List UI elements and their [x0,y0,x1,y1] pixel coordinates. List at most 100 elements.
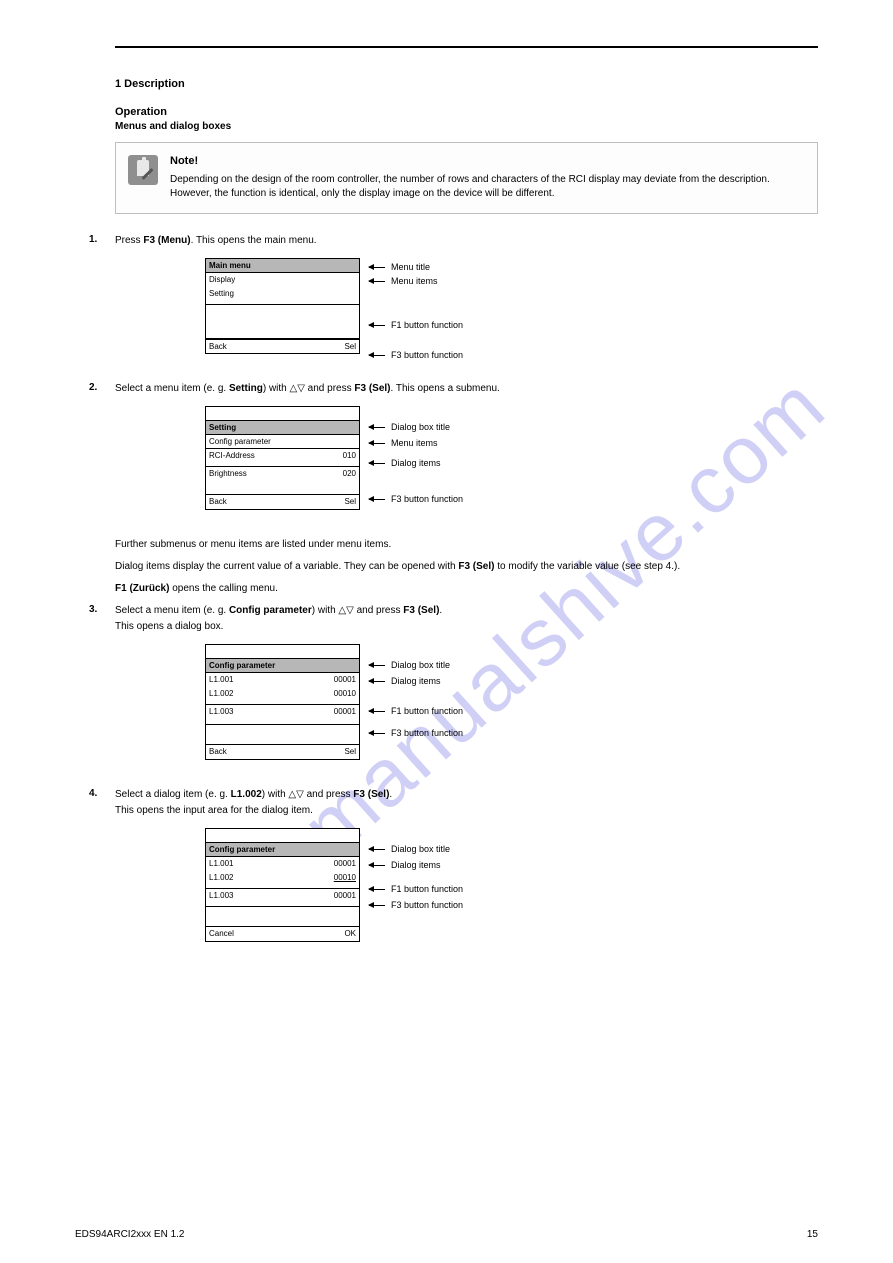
t: Display [209,275,235,284]
t: F1 (Zurück) [115,583,169,594]
arrow-label: Dialog items [369,676,441,686]
screen-1-row: Setting [206,287,359,305]
screen-1-wrap: Main menu Display Setting Back Sel Menu … [205,258,818,354]
t: L1.003 [209,891,233,900]
arrow-label: Menu title [369,262,430,272]
page-content: 1 Description Operation Menus and dialog… [0,0,893,942]
t: F1 button function [391,706,463,716]
step-2: 2. Select a menu item (e. g. Setting) wi… [89,382,818,396]
t: 00010 [334,689,356,698]
t: Dialog items [391,676,441,686]
t: F3 button function [391,350,463,360]
screen-3-row: L1.00100001 [206,673,359,687]
t: RCI-Address [209,451,255,460]
t: F3 (Menu) [143,235,190,246]
t: ) with △▽ and press [263,383,355,394]
t: L1.002 [209,689,233,698]
t: Press [115,235,143,246]
t: F3 (Sel) [403,605,439,616]
screen-4-wrap: Config parameter L1.001 00001 L1.002 00010… [205,828,818,942]
t: F1 button function [391,884,463,894]
btn-sel: Sel [344,497,356,506]
screen-2-row: Brightness020 [206,467,359,495]
t: to modify the variable value (see step 4… [494,561,680,572]
t: Config parameter [209,661,275,670]
clipboard-icon [128,155,158,185]
arrow-label: F1 button function [369,706,463,716]
t: ) with △▽ and press [262,789,354,800]
screen-2-row: Config parameter [206,435,359,449]
screen-2-spacer [206,407,359,421]
t: . This opens a submenu. [391,383,500,394]
screen-4-row: L1.003 00001 [206,889,359,907]
t: F3 button function [391,494,463,504]
t: L1.001 [209,859,233,868]
para-c: F1 (Zurück) opens the calling menu. [115,582,818,596]
t: ) with △▽ and press [312,605,404,616]
screen-3-row [206,725,359,745]
t: Select a menu item (e. g. [115,605,229,616]
screen3-intro: This opens a dialog box. [115,620,818,634]
arrow-label: F3 button function [369,728,463,738]
arrow-label: Menu items [369,276,438,286]
screen-4-spacer [206,829,359,843]
screen-4-title: Config parameter [206,843,359,857]
t: Dialog box title [391,844,450,854]
t: L1.002 [231,789,262,800]
t: Setting [229,383,263,394]
t: F3 (Sel) [354,383,390,394]
screen-3-row: L1.002 00010 [206,687,359,705]
btn-sel: Sel [344,747,356,756]
btn-ok: OK [344,929,356,938]
screen-1-row [206,305,359,339]
t: Select a dialog item (e. g. [115,789,231,800]
t: Setting [209,423,236,432]
footer-right: 15 [807,1229,818,1240]
arrow-label: Dialog box title [369,660,450,670]
arrow-label: F3 button function [369,900,463,910]
t: Dialog box title [391,422,450,432]
screen4-intro: This opens the input area for the dialog… [115,804,818,818]
step-2-num: 2. [89,382,115,396]
arrow-label: Dialog items [369,860,441,870]
t: . This opens the main menu. [191,235,317,246]
arrow-label: F1 button function [369,884,463,894]
screen-4-row [206,907,359,927]
t: 00001 [334,859,356,868]
section-title: 1 Description [115,78,818,90]
t: F3 button function [391,728,463,738]
screen-3-spacer [206,645,359,659]
t: 00001 [334,891,356,900]
btn-sel: Sel [344,342,356,351]
screen-3-row: L1.00300001 [206,705,359,725]
screen-3: Config parameter L1.00100001 L1.002 00010… [205,644,360,760]
step-4-text: Select a dialog item (e. g. L1.002) with… [115,788,818,818]
step-1-num: 1. [89,234,115,248]
section-sub: Operation [115,106,818,118]
screen-4-row: L1.002 00010 [206,871,359,889]
screen-3-title: Config parameter [206,659,359,673]
t: F3 button function [391,900,463,910]
step-3-text: Select a menu item (e. g. Config paramet… [115,604,818,634]
note-box: Note! Depending on the design of the roo… [115,142,818,214]
t: . [389,789,392,800]
t: Menu items [391,276,438,286]
t: 00010 [334,873,356,882]
step-3: 3. Select a menu item (e. g. Config para… [89,604,818,634]
screen-2: Setting Config parameter RCI-Address010 … [205,406,360,510]
footer-left: EDS94ARCI2xxx EN 1.2 [75,1229,185,1240]
t: Dialog items display the current value o… [115,561,458,572]
t: L1.002 [209,873,233,882]
note-text: Depending on the design of the room cont… [170,173,799,201]
screen-4-row: L1.001 00001 [206,857,359,871]
t: . [439,605,442,616]
section-sub2: Menus and dialog boxes [115,121,818,132]
screen-1-title: Main menu [206,259,359,273]
screen-2-btns: Back Sel [206,495,359,509]
t: Menu items [391,438,438,448]
step-1: 1. Press F3 (Menu). This opens the main … [89,234,818,248]
step-4-num: 4. [89,788,115,818]
t: 00001 [334,675,356,684]
para-a: Further submenus or menu items are liste… [115,538,818,552]
t: F3 (Sel) [353,789,389,800]
